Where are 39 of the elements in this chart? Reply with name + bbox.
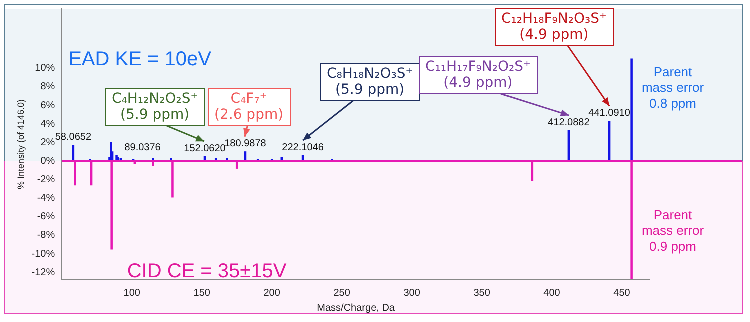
y-tick-label: 6%: [40, 100, 56, 112]
y-tick-label: -4%: [37, 193, 56, 204]
y-tick-label: -2%: [37, 174, 56, 186]
x-tick-label: 200: [264, 288, 281, 299]
annotation: 412.0882: [548, 117, 590, 128]
annotation: 89.0376: [124, 142, 162, 154]
y-tick-label: -6%: [37, 212, 56, 223]
annotation: 152.0620: [184, 143, 226, 154]
annotation: C₈H₁₈N₂O₃S⁺ (5.9 ppm): [320, 63, 420, 101]
annotation: EAD KE = 10eV: [68, 48, 212, 71]
annotation: Parent mass error 0.9 ppm: [642, 208, 705, 254]
annotation: 222.1046: [282, 142, 324, 154]
y-tick-label: 2%: [40, 137, 56, 148]
y-axis-title: % Intensity (of 4146.0): [16, 99, 26, 190]
annotation: CID CE = 35±15V: [127, 260, 288, 283]
y-tick-label: 0%: [40, 156, 56, 167]
y-tick-label: 4%: [40, 118, 56, 130]
annotation: C₁₁H₁₇F₉N₂O₂S⁺ (4.9 ppm): [418, 56, 538, 94]
x-tick-label: 400: [544, 288, 561, 299]
x-tick-label: 350: [474, 288, 491, 299]
annotation: C₁₂H₁₈F₉N₂O₃S⁺ (4.9 ppm): [494, 8, 614, 46]
annotation: 58.0652: [55, 132, 92, 144]
x-tick-label: 100: [124, 288, 141, 299]
x-tick-label: 250: [334, 288, 351, 299]
x-tick-label: 450: [614, 288, 631, 299]
y-tick-label: -10%: [32, 248, 56, 260]
y-tick-label: -8%: [37, 230, 56, 242]
x-tick-label: 300: [404, 288, 421, 299]
annotation: 441.0910: [588, 108, 631, 120]
annotation: 180.9878: [224, 138, 267, 150]
y-tick-label: 8%: [40, 82, 56, 93]
bar: [630, 58, 633, 162]
y-tick-label: -12%: [32, 267, 56, 278]
y-tick-label: 10%: [35, 63, 56, 74]
annotation: C₄H₁₂N₂O₂S⁺ (5.9 ppm): [105, 88, 206, 126]
annotation: Parent mass error 0.8 ppm: [642, 64, 705, 111]
annotation: C₄F₇⁺ (2.6 ppm): [208, 88, 291, 126]
x-tick-label: 150: [194, 288, 211, 299]
x-axis-title: Mass/Charge, Da: [317, 302, 396, 314]
